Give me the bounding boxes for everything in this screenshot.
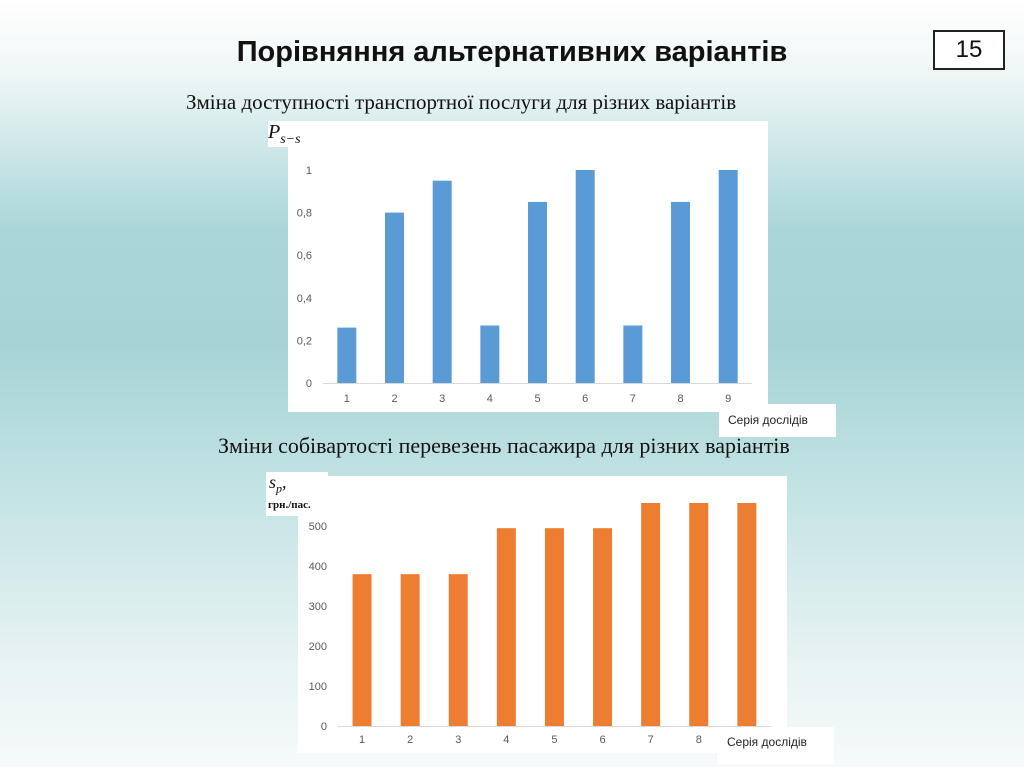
chart2-ylabel-unit: грн./пас. bbox=[268, 499, 311, 511]
chart2-bar bbox=[544, 528, 564, 726]
chart2-y-tick: 500 bbox=[309, 521, 327, 533]
chart2-x-tick: 3 bbox=[455, 734, 461, 746]
chart2-ylabel-symbol: sp, bbox=[269, 472, 287, 497]
chart1-x-tick: 2 bbox=[391, 393, 397, 405]
chart1-bar bbox=[528, 201, 548, 383]
chart1-bar bbox=[385, 212, 405, 383]
chart1-ylabel-sub: s−s bbox=[280, 132, 301, 147]
chart1-bar bbox=[575, 170, 595, 383]
chart2-x-tick: 2 bbox=[407, 734, 413, 746]
chart2-bar bbox=[689, 503, 709, 726]
chart1-panel: 0 0,2 0,4 0,6 0,8 1 1 2 3 4 5 6 7 8 9 bbox=[288, 121, 768, 412]
chart1-bar bbox=[480, 325, 500, 383]
chart1-ylabel-main: P bbox=[268, 121, 281, 143]
chart1-x-tick: 7 bbox=[630, 393, 636, 405]
chart2-svg: 0 100 200 300 400 500 1 2 3 4 5 6 7 8 bbox=[309, 503, 771, 746]
chart1-x-tick: 1 bbox=[344, 393, 350, 405]
chart1-x-tick: 9 bbox=[725, 393, 731, 405]
chart1-svg: 0 0,2 0,4 0,6 0,8 1 1 2 3 4 5 6 7 8 9 bbox=[297, 165, 753, 405]
chart2-y-tick: 200 bbox=[309, 641, 327, 653]
chart1-ylabel: Ps−s bbox=[268, 121, 308, 147]
chart2-bar bbox=[593, 528, 613, 726]
chart1-x-tick: 3 bbox=[439, 393, 445, 405]
slide-title: Порівняння альтернативних варіантів bbox=[236, 36, 788, 68]
chart2-y-tick: 100 bbox=[309, 681, 327, 693]
chart1-y-tick: 1 bbox=[306, 165, 312, 177]
chart1-y-tick: 0,4 bbox=[297, 293, 312, 305]
chart2-legend: Серія дослідів bbox=[717, 727, 834, 764]
chart1-y-tick: 0 bbox=[306, 378, 312, 390]
chart2-y-tick: 0 bbox=[321, 721, 327, 733]
chart1-x-tick: 4 bbox=[487, 393, 493, 405]
chart1-x-tick: 5 bbox=[534, 393, 540, 405]
chart1-bar bbox=[671, 201, 691, 383]
chart2-x-tick: 5 bbox=[551, 734, 557, 746]
chart2-x-tick: 1 bbox=[359, 734, 365, 746]
chart1-x-tick: 6 bbox=[582, 393, 588, 405]
chart2-ylabel-main: s bbox=[269, 472, 277, 492]
chart2-y-tick: 400 bbox=[309, 561, 327, 573]
chart1-y-tick: 0,8 bbox=[297, 208, 312, 220]
chart2-x-tick: 7 bbox=[648, 734, 654, 746]
page-number: 15 bbox=[933, 30, 1005, 70]
chart2-x-tick: 4 bbox=[503, 734, 509, 746]
chart1-y-tick: 0,2 bbox=[297, 335, 312, 347]
chart2-bar bbox=[400, 574, 420, 726]
chart2-ylabel-sub: p bbox=[276, 481, 283, 496]
chart1-subtitle: Зміна доступності транспортної послуги д… bbox=[186, 90, 737, 114]
chart1-y-tick: 0,6 bbox=[297, 250, 312, 262]
chart2-bar bbox=[448, 574, 468, 726]
chart2-subtitle: Зміни собівартості перевезень пасажира д… bbox=[218, 433, 790, 458]
chart1-bar bbox=[337, 327, 357, 383]
chart2-bar bbox=[641, 503, 661, 726]
chart2-bar bbox=[737, 503, 757, 726]
chart1-bar bbox=[718, 170, 738, 383]
chart2-bar bbox=[496, 528, 516, 726]
chart1-bar bbox=[623, 325, 643, 383]
chart1-bar bbox=[432, 180, 452, 383]
chart2-ylabel: sp, грн./пас. bbox=[266, 472, 328, 516]
chart2-bar bbox=[352, 574, 372, 726]
chart2-panel: 0 100 200 300 400 500 1 2 3 4 5 6 7 8 bbox=[298, 476, 787, 753]
chart1-x-tick: 8 bbox=[677, 393, 683, 405]
chart2-x-tick: 8 bbox=[696, 734, 702, 746]
chart2-ylabel-punct: , bbox=[282, 472, 287, 492]
chart2-y-tick: 300 bbox=[309, 601, 327, 613]
chart1-legend: Серія дослідів bbox=[719, 404, 836, 437]
chart2-x-tick: 6 bbox=[599, 734, 605, 746]
